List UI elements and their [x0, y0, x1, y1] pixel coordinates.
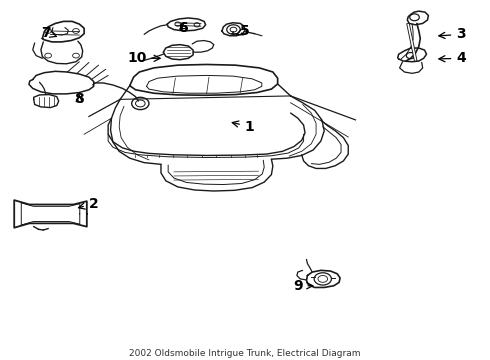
Text: 1: 1: [232, 120, 255, 134]
Text: 10: 10: [127, 51, 160, 65]
Text: 6: 6: [178, 21, 187, 35]
Text: 4: 4: [439, 51, 466, 65]
Text: 3: 3: [439, 27, 466, 41]
Text: 2: 2: [78, 197, 98, 211]
Text: 8: 8: [74, 93, 84, 106]
Text: 2002 Oldsmobile Intrigue Trunk, Electrical Diagram: 2002 Oldsmobile Intrigue Trunk, Electric…: [129, 349, 361, 358]
Text: 7: 7: [41, 26, 56, 40]
Text: 9: 9: [293, 279, 313, 293]
Text: 5: 5: [237, 24, 250, 38]
